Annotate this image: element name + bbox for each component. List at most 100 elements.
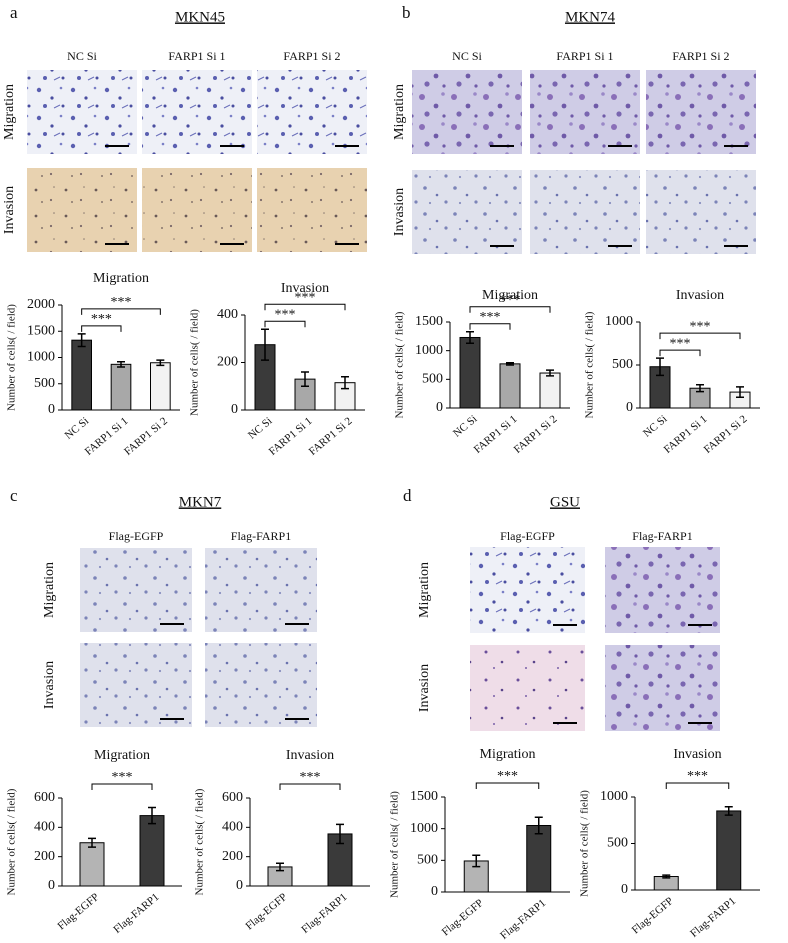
column-header: FARP1 Si 1 — [168, 49, 225, 63]
error-bar — [88, 837, 96, 848]
significance-bracket — [469, 306, 551, 313]
column-header: FARP1 Si 2 — [672, 49, 729, 63]
y-tick-label: 0 — [236, 878, 243, 893]
significance-bracket — [81, 325, 122, 332]
error-bar — [117, 360, 125, 368]
y-tick-label: 0 — [231, 402, 238, 417]
error-bar — [261, 328, 269, 361]
micrograph — [27, 168, 137, 252]
x-tick-label: NC Si — [451, 413, 480, 440]
y-tick-label: 1000 — [27, 350, 55, 365]
row-label: Invasion — [42, 661, 57, 709]
y-tick-label: 400 — [34, 820, 55, 835]
bar — [110, 363, 132, 411]
bar — [79, 842, 105, 887]
column-header: Flag-EGFP — [109, 529, 164, 543]
chart-title: Invasion — [286, 748, 334, 763]
micrograph — [205, 548, 317, 632]
micrograph — [605, 547, 720, 633]
column-header: Flag-FARP1 — [632, 529, 692, 543]
significance-bracket — [665, 782, 730, 789]
error-bar — [546, 369, 554, 377]
bar — [459, 336, 481, 409]
panel-title: MKN45 — [175, 9, 225, 25]
y-tick-label: 1500 — [27, 323, 55, 338]
y-tick-label: 1500 — [415, 314, 443, 329]
y-tick-label: 400 — [217, 307, 238, 322]
y-tick-label: 1000 — [600, 789, 628, 804]
significance-label: *** — [500, 293, 521, 308]
x-tick-label: Flag-EGFP — [630, 895, 676, 936]
error-bar — [77, 333, 86, 348]
significance-label: *** — [112, 770, 133, 785]
error-bar — [336, 823, 344, 845]
chart-title: Migration — [480, 747, 536, 762]
y-tick-label: 200 — [34, 849, 55, 864]
column-header: NC Si — [452, 49, 482, 63]
panel-title: GSU — [550, 494, 580, 510]
error-bar — [534, 816, 543, 835]
x-tick-label: FARP1 Si 2 — [122, 415, 170, 458]
error-bar — [276, 862, 284, 872]
row-label: Invasion — [2, 186, 17, 234]
error-bar — [466, 330, 474, 344]
y-tick-label: 500 — [612, 357, 633, 372]
y-tick-label: 0 — [431, 884, 438, 899]
x-tick-label: Flag-EGFP — [440, 897, 486, 938]
micrograph — [605, 645, 720, 731]
y-axis-label: Number of cells( / field) — [6, 788, 18, 895]
panel-letter: c — [10, 486, 18, 505]
significance-bracket — [659, 349, 701, 357]
y-tick-label: 1500 — [410, 789, 438, 804]
y-axis-label: Number of cells( / field) — [394, 311, 406, 418]
error-bar — [724, 806, 733, 816]
micrograph — [142, 70, 252, 154]
significance-bracket — [469, 323, 511, 330]
significance-bracket — [475, 782, 540, 789]
bar — [716, 810, 742, 891]
column-header: Flag-EGFP — [500, 529, 555, 543]
significance-bracket — [91, 783, 153, 790]
x-tick-label: Flag-EGFP — [243, 891, 289, 932]
y-axis-label: Number of cells( / field) — [6, 304, 18, 411]
chart-title: Invasion — [676, 288, 724, 303]
error-bar — [696, 384, 704, 393]
significance-bracket — [659, 332, 741, 340]
micrograph — [257, 70, 367, 154]
chart-title: Migration — [93, 271, 149, 286]
y-axis-label: Number of cells( / field) — [194, 788, 206, 895]
significance-label: *** — [480, 310, 501, 325]
micrograph — [530, 170, 640, 254]
micrograph — [257, 168, 367, 252]
x-tick-label: Flag-FARP1 — [299, 891, 349, 936]
significance-bracket — [264, 303, 346, 311]
error-bar — [656, 357, 664, 377]
chart-title: Invasion — [281, 281, 329, 296]
x-tick-label: Flag-FARP1 — [111, 891, 161, 936]
bar — [539, 372, 561, 409]
significance-label: *** — [111, 295, 132, 310]
y-tick-label: 0 — [436, 400, 443, 415]
error-bar — [301, 371, 309, 387]
row-label: Migration — [42, 562, 57, 618]
bar — [139, 815, 165, 887]
error-bar — [472, 854, 481, 868]
significance-label: *** — [295, 290, 316, 305]
chart-title: Migration — [482, 288, 538, 303]
y-tick-label: 2000 — [27, 297, 55, 312]
micrograph — [646, 170, 756, 254]
y-tick-label: 400 — [222, 820, 243, 835]
row-label: Invasion — [417, 664, 432, 712]
y-axis-label: Number of cells( / field) — [189, 309, 201, 416]
significance-bracket — [279, 783, 341, 790]
error-bar — [156, 359, 165, 367]
row-label: Invasion — [392, 188, 407, 236]
significance-bracket — [81, 308, 161, 315]
panel-letter: b — [402, 3, 411, 22]
panel-title: MKN7 — [179, 494, 222, 510]
micrograph — [205, 643, 317, 727]
y-tick-label: 200 — [217, 355, 238, 370]
bar — [71, 339, 93, 411]
error-bar — [662, 874, 671, 879]
micrograph — [412, 170, 522, 254]
